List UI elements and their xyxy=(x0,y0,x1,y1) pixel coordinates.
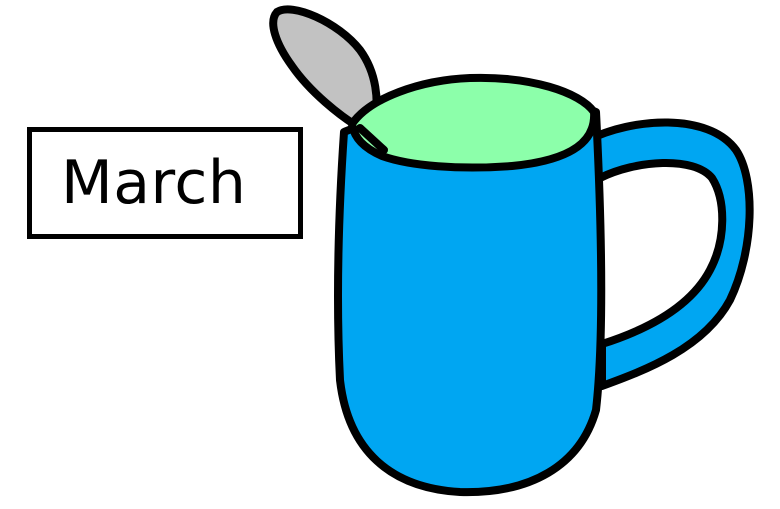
drink-surface xyxy=(348,73,599,172)
mug-handle xyxy=(584,118,754,390)
month-label-box: March xyxy=(27,127,303,239)
month-label-text: March xyxy=(61,148,247,218)
spoon-stem xyxy=(356,124,388,154)
